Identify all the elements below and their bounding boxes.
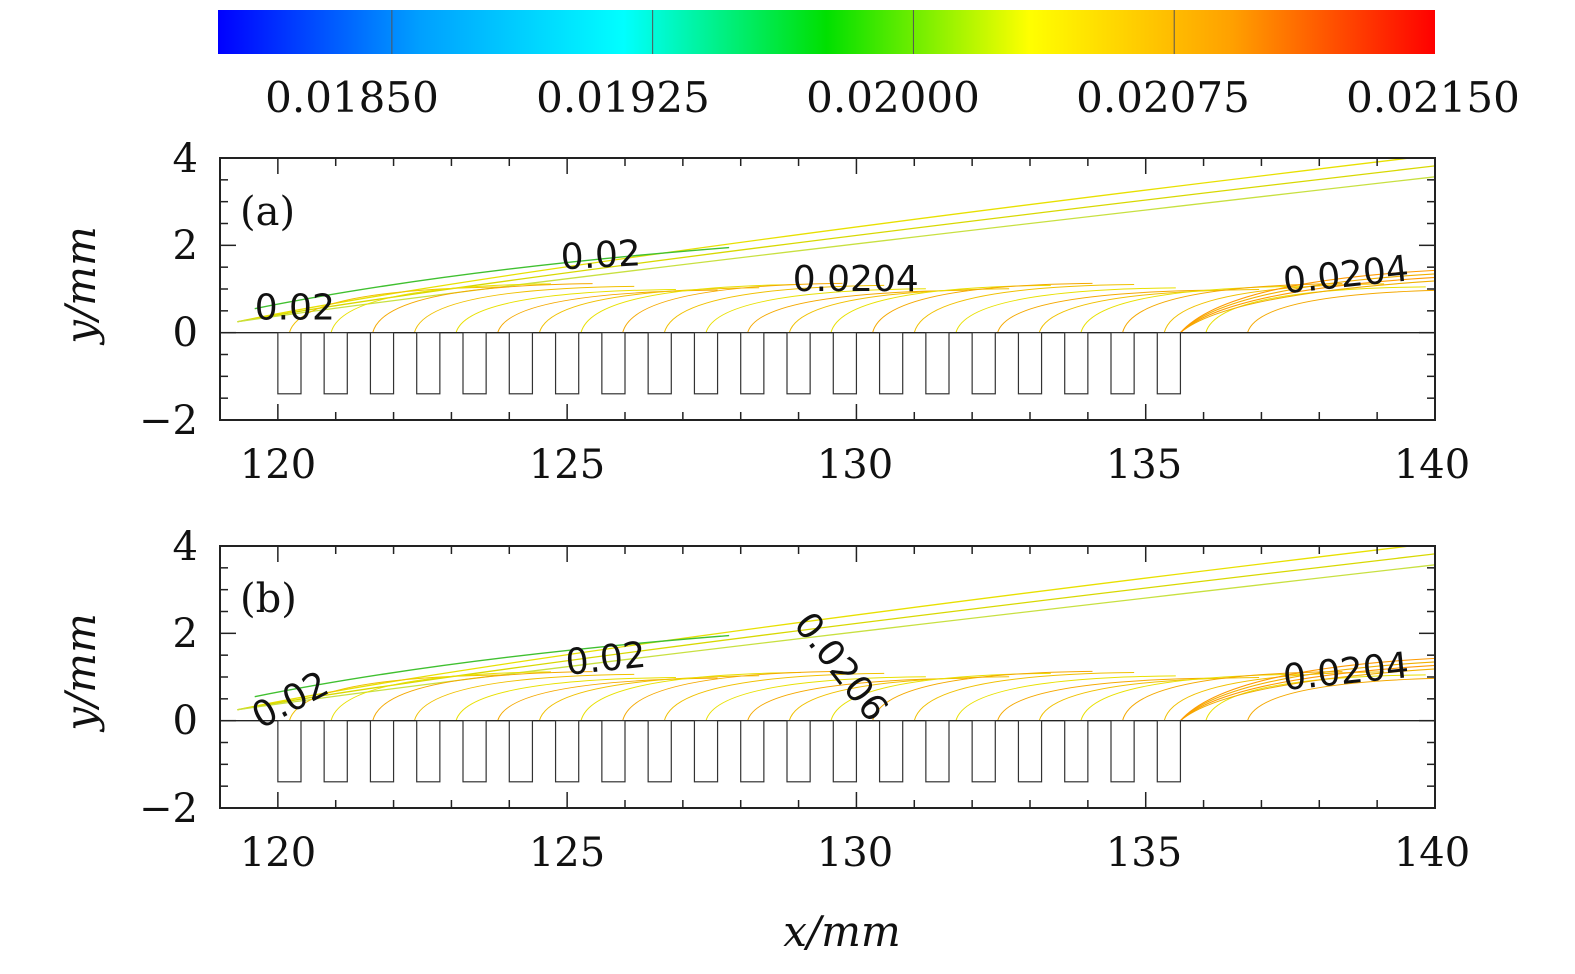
rib — [602, 721, 625, 782]
contour-labels: 0.02 0.02 0.0206 0.0204 — [245, 605, 1410, 737]
rib — [463, 333, 486, 394]
rib — [602, 333, 625, 394]
y-tick-label: 0 — [173, 698, 198, 744]
x-tick-label: 130 — [817, 830, 893, 876]
x-tick-labels: 120 125 130 135 140 — [240, 830, 1470, 876]
rib-outlines — [278, 333, 1181, 394]
rib — [278, 333, 301, 394]
contour-lines — [237, 154, 1467, 333]
colorbar-labels: 0.01850 0.01925 0.02000 0.02075 0.02150 — [265, 73, 1520, 122]
contour-label: 0.0204 — [793, 259, 919, 300]
panel-label: (b) — [240, 576, 297, 622]
contour-label: 0.0204 — [1281, 248, 1411, 302]
contour-line — [331, 284, 551, 333]
panel-label: (a) — [240, 189, 295, 235]
y-tick-label: −2 — [139, 786, 198, 832]
y-tick-label: −2 — [139, 398, 198, 444]
colorbar: 0.01850 0.01925 0.02000 0.02075 0.02150 — [218, 10, 1520, 122]
panel-a: 4 2 0 −2 120 125 130 135 140 (a) y/mm 0.… — [56, 136, 1470, 488]
x-tick-label: 125 — [529, 442, 605, 488]
rib — [926, 333, 949, 394]
x-tick-label: 140 — [1394, 830, 1470, 876]
rib — [324, 721, 347, 782]
contour-label: 0.0206 — [786, 605, 896, 730]
rib — [556, 721, 579, 782]
rib — [324, 333, 347, 394]
rib — [417, 721, 440, 782]
rib — [1065, 333, 1088, 394]
rib — [278, 721, 301, 782]
y-tick-label: 2 — [173, 223, 198, 269]
x-axis-label: x/mm — [783, 907, 901, 956]
colorbar-tick-label: 0.01925 — [536, 73, 710, 122]
y-tick-labels: 4 2 0 −2 — [139, 136, 198, 444]
contour-line — [873, 671, 1093, 720]
rib — [972, 721, 995, 782]
contour-label: 0.0204 — [1281, 645, 1411, 699]
contour-line — [539, 288, 759, 333]
contour-line — [914, 285, 1134, 333]
rib — [694, 333, 717, 394]
y-axis-label: y/mm — [56, 613, 105, 733]
colorbar-bar — [218, 10, 1435, 54]
y-tick-label: 4 — [173, 524, 198, 570]
x-tick-label: 130 — [817, 442, 893, 488]
x-tick-label: 125 — [529, 830, 605, 876]
rib-outlines — [278, 721, 1181, 782]
rib — [648, 333, 671, 394]
contour-labels: 0.02 0.02 0.0204 0.0204 — [255, 233, 1411, 328]
x-tick-label: 135 — [1106, 830, 1182, 876]
rib — [833, 333, 856, 394]
rib — [1018, 721, 1041, 782]
contour-label: 0.02 — [255, 288, 335, 329]
x-tick-label: 120 — [240, 830, 316, 876]
panel-b: 4 2 0 −2 120 125 130 135 140 (b) y/mm 0.… — [56, 524, 1470, 876]
rib — [1065, 721, 1088, 782]
rib — [1157, 721, 1180, 782]
rib — [1157, 333, 1180, 394]
colorbar-tick-label: 0.02000 — [806, 73, 980, 122]
y-axis-label: y/mm — [56, 226, 105, 346]
x-tick-label: 120 — [240, 442, 316, 488]
rib — [556, 333, 579, 394]
colorbar-tick-label: 0.02075 — [1076, 73, 1250, 122]
x-tick-label: 135 — [1106, 442, 1182, 488]
rib — [370, 333, 393, 394]
rib — [463, 721, 486, 782]
contour-label: 0.02 — [564, 635, 648, 684]
rib — [741, 333, 764, 394]
rib — [972, 333, 995, 394]
y-tick-label: 4 — [173, 136, 198, 182]
colorbar-tick-label: 0.01850 — [265, 73, 439, 122]
rib — [370, 721, 393, 782]
y-tick-labels: 4 2 0 −2 — [139, 524, 198, 832]
x-tick-label: 140 — [1394, 442, 1470, 488]
rib — [833, 721, 856, 782]
rib — [926, 721, 949, 782]
rib — [417, 333, 440, 394]
rib — [648, 721, 671, 782]
contour-line — [331, 672, 551, 721]
colorbar-tick-label: 0.02150 — [1346, 73, 1520, 122]
rib — [509, 721, 532, 782]
rib — [880, 333, 903, 394]
rib — [1111, 333, 1134, 394]
rib — [741, 721, 764, 782]
contour-figure: 0.01850 0.01925 0.02000 0.02075 0.02150 … — [0, 0, 1575, 974]
rib — [787, 721, 810, 782]
rib — [694, 721, 717, 782]
contour-line — [914, 673, 1134, 721]
rib — [880, 721, 903, 782]
rib — [787, 333, 810, 394]
contour-label: 0.02 — [560, 233, 642, 278]
contour-line — [623, 671, 843, 720]
y-tick-label: 0 — [173, 310, 198, 356]
x-tick-labels: 120 125 130 135 140 — [240, 442, 1470, 488]
y-tick-label: 2 — [173, 611, 198, 657]
contour-line — [789, 677, 1009, 721]
rib — [1018, 333, 1041, 394]
rib — [509, 333, 532, 394]
rib — [1111, 721, 1134, 782]
